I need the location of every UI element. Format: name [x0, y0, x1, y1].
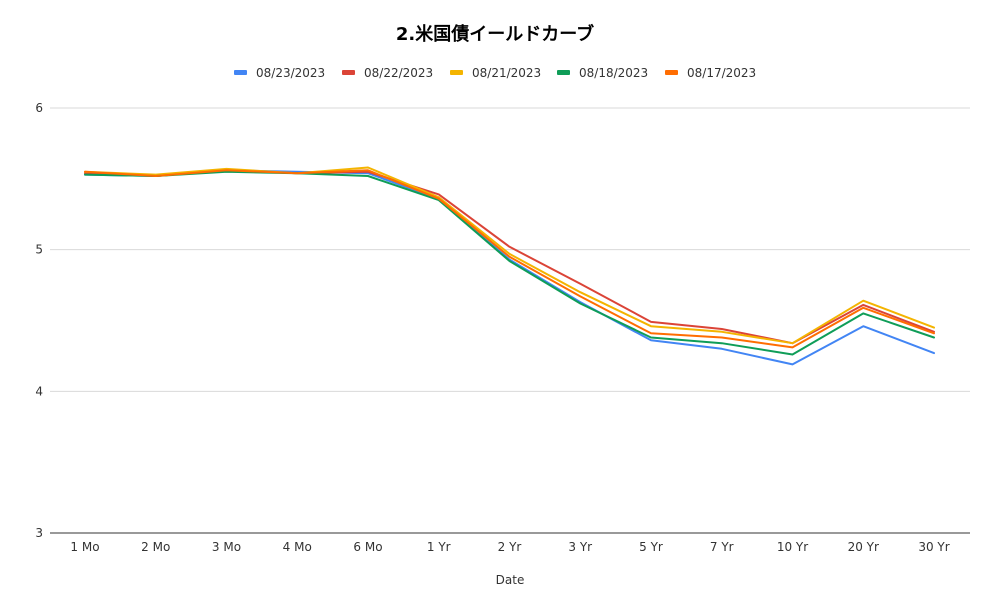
legend-label: 08/17/2023: [687, 66, 756, 80]
series-line-3: [84, 166, 935, 345]
gridlines: [50, 107, 970, 392]
legend-item: 08/22/2023: [342, 66, 433, 80]
legend-item: 08/17/2023: [665, 66, 756, 80]
x-tick-label: 30 Yr: [918, 540, 949, 554]
y-tick-label: 4: [35, 384, 43, 398]
y-axis-ticks: 3 4 5 6: [35, 101, 43, 540]
x-tick-label: 5 Yr: [639, 540, 663, 554]
x-tick-label: 10 Yr: [777, 540, 808, 554]
legend-label: 08/22/2023: [364, 66, 433, 80]
legend-swatch: [342, 70, 355, 75]
series-line-4: [84, 170, 935, 356]
legend-swatch: [450, 70, 463, 75]
x-tick-label: 6 Mo: [353, 540, 382, 554]
y-tick-label: 3: [35, 526, 43, 540]
series-lines: [84, 166, 935, 366]
x-tick-label: 7 Yr: [710, 540, 734, 554]
x-axis-label: Date: [496, 573, 525, 587]
legend-item: 08/23/2023: [234, 66, 325, 80]
x-tick-label: 2 Yr: [498, 540, 522, 554]
legend-label: 08/21/2023: [472, 66, 541, 80]
legend-item: 08/18/2023: [557, 66, 648, 80]
legend-swatch: [665, 70, 678, 75]
legend-swatch: [557, 70, 570, 75]
legend-item: 08/21/2023: [450, 66, 541, 80]
x-tick-label: 2 Mo: [141, 540, 170, 554]
x-axis-ticks: 1 Mo 2 Mo 3 Mo 4 Mo 6 Mo 1 Yr 2 Yr 3 Yr 5 Yr 7 Yr…: [70, 540, 949, 554]
y-tick-label: 6: [35, 101, 43, 115]
x-tick-label: 20 Yr: [848, 540, 879, 554]
legend-label: 08/18/2023: [579, 66, 648, 80]
legend-swatch: [234, 70, 247, 75]
legend: 08/23/2023 08/22/2023 08/21/2023 08/18/2023…: [234, 66, 756, 80]
x-tick-label: 1 Mo: [70, 540, 99, 554]
y-tick-label: 5: [35, 243, 43, 257]
series-line-5: [84, 169, 935, 349]
x-tick-label: 4 Mo: [283, 540, 312, 554]
x-tick-label: 3 Mo: [212, 540, 241, 554]
legend-label: 08/23/2023: [256, 66, 325, 80]
x-tick-label: 1 Yr: [427, 540, 451, 554]
chart-title: 2.米国債イールドカーブ: [396, 23, 594, 45]
x-tick-label: 3 Yr: [568, 540, 592, 554]
